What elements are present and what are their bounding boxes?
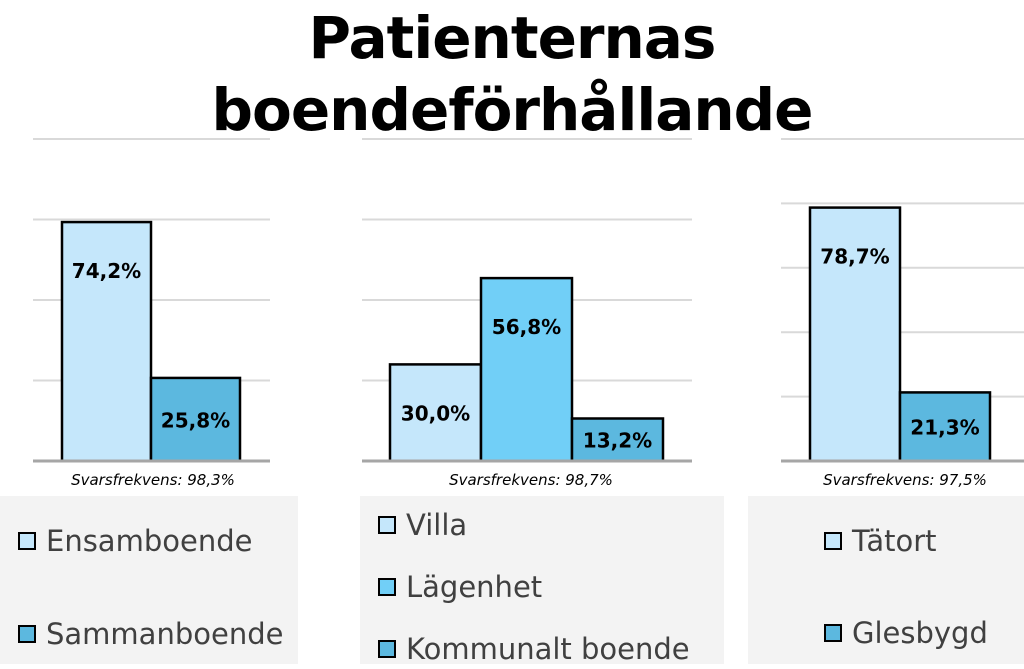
- page-title: Patienternas boendeförhållande: [211, 4, 813, 144]
- legend-item: Sammanboende: [18, 614, 283, 654]
- legend-swatch: [378, 640, 396, 658]
- legend-ort: Tätort Glesbygd: [748, 496, 1024, 664]
- bar: [479, 276, 574, 463]
- legend-swatch: [824, 532, 842, 550]
- legend-label: Villa: [406, 508, 468, 542]
- legend-item: Ensamboende: [18, 521, 252, 561]
- legend-swatch: [378, 578, 396, 596]
- data-label: 74,2%: [72, 259, 141, 283]
- legend-swatch: [378, 516, 396, 534]
- legend-swatch: [824, 624, 842, 642]
- bar: [570, 417, 665, 463]
- response-rate-caption: Svarsfrekvens: 97,5%: [823, 471, 987, 489]
- legend-label: Ensamboende: [46, 524, 253, 558]
- legend-label: Lägenhet: [406, 570, 543, 604]
- data-label: 25,8%: [161, 408, 230, 432]
- bar: [808, 206, 902, 463]
- legend-label: Tätort: [852, 524, 937, 558]
- data-label: 21,3%: [910, 416, 979, 440]
- legend-label: Kommunalt boende: [406, 632, 690, 666]
- legend-item: Kommunalt boende: [378, 629, 690, 669]
- data-label: 78,7%: [820, 245, 889, 269]
- legend-item: Glesbygd: [824, 613, 988, 653]
- response-rate-caption: Svarsfrekvens: 98,7%: [449, 471, 613, 489]
- data-label: 13,2%: [583, 429, 652, 453]
- data-label: 30,0%: [401, 402, 470, 426]
- legend-bostadstyp: Villa Lägenhet Kommunalt boende: [360, 496, 724, 666]
- legend-label: Sammanboende: [46, 617, 284, 651]
- legend-label: Glesbygd: [852, 616, 988, 650]
- legend-swatch: [18, 532, 36, 550]
- legend-item: Tätort: [824, 521, 937, 561]
- legend-item: Villa: [378, 505, 467, 545]
- legend-item: Lägenhet: [378, 567, 542, 607]
- legend-swatch: [18, 625, 36, 643]
- data-label: 56,8%: [492, 315, 561, 339]
- response-rate-caption: Svarsfrekvens: 98,3%: [71, 471, 235, 489]
- legend-boende: Ensamboende Sammanboende: [0, 496, 298, 664]
- bar: [60, 220, 153, 463]
